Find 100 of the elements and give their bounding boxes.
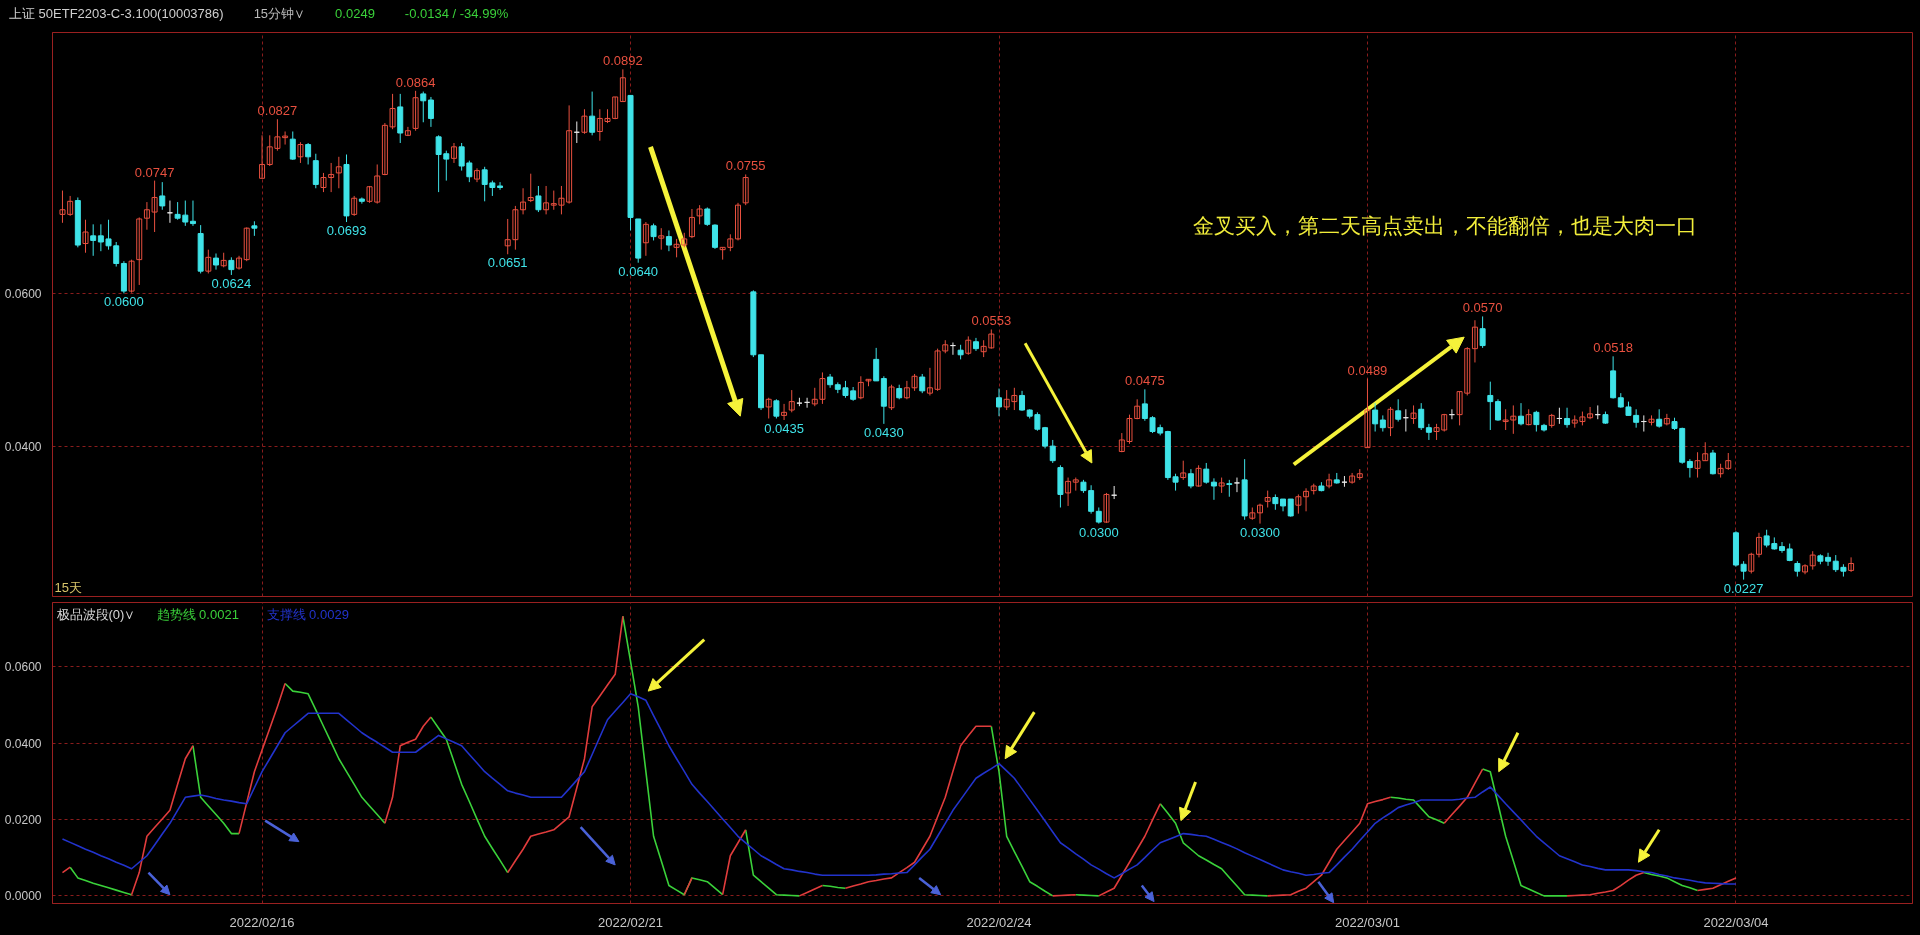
candlestick bbox=[1372, 402, 1379, 433]
candlestick bbox=[1510, 404, 1517, 435]
candlestick bbox=[965, 335, 972, 356]
candlestick bbox=[1180, 460, 1187, 481]
annotation: 0.0651 bbox=[487, 255, 528, 271]
x-tick-label: 2022/02/24 bbox=[966, 914, 1032, 930]
candlestick bbox=[773, 398, 780, 419]
annotation: 0.0435 bbox=[764, 421, 804, 437]
candlestick bbox=[159, 181, 166, 211]
x-tick-label: 2022/02/21 bbox=[598, 914, 664, 930]
candlestick bbox=[1471, 319, 1478, 363]
candlestick bbox=[1418, 402, 1425, 431]
candlestick bbox=[412, 90, 419, 132]
candlestick bbox=[811, 387, 818, 407]
annotation: 0.0827 bbox=[257, 103, 298, 119]
candlestick bbox=[1326, 473, 1333, 489]
candlestick bbox=[996, 388, 1002, 417]
candlestick bbox=[735, 202, 741, 241]
candlestick bbox=[658, 227, 665, 251]
candlestick bbox=[205, 249, 212, 274]
candlestick bbox=[259, 134, 266, 179]
annotation: 0.0747 bbox=[134, 164, 175, 180]
annotation: 0.0864 bbox=[395, 74, 436, 90]
candlestick bbox=[781, 403, 788, 421]
candlestick bbox=[535, 185, 542, 213]
candlestick bbox=[1303, 487, 1310, 512]
candlestick bbox=[619, 68, 626, 103]
annotation: 0.0755 bbox=[725, 158, 766, 174]
annotation: 0.0475 bbox=[1124, 373, 1165, 389]
candlestick bbox=[1709, 449, 1716, 475]
candlestick bbox=[1203, 462, 1210, 485]
chart-title: 极品波段(0)∨ bbox=[55, 606, 136, 622]
candlestick bbox=[711, 223, 718, 250]
candlestick bbox=[427, 96, 434, 128]
candlestick bbox=[1210, 477, 1217, 501]
chart-title: 上证 50ETF2203-C-3.100(10003786) bbox=[9, 6, 224, 21]
annotation: 0.0600 bbox=[104, 294, 144, 310]
candlestick bbox=[1019, 390, 1026, 412]
annotation: 0.0624 bbox=[211, 275, 252, 291]
candlestick bbox=[1195, 464, 1202, 488]
candlestick bbox=[919, 373, 926, 394]
candlestick bbox=[688, 208, 695, 239]
candlestick bbox=[1755, 532, 1762, 558]
candlestick bbox=[1049, 439, 1056, 464]
candlestick bbox=[742, 173, 749, 206]
candlestick bbox=[765, 397, 772, 419]
annotation: 0.0693 bbox=[326, 223, 367, 239]
candlestick bbox=[1410, 404, 1417, 425]
candlestick bbox=[189, 200, 196, 227]
candlestick bbox=[1564, 407, 1571, 429]
chart-subtitle: 15分钟∨ bbox=[253, 6, 306, 21]
candlestick bbox=[527, 173, 534, 203]
candlestick bbox=[358, 196, 365, 205]
y-tick-label: 0.0600 bbox=[4, 286, 42, 301]
candlestick bbox=[1349, 472, 1356, 485]
annotation: 0.0518 bbox=[1593, 340, 1633, 356]
annotation: 金叉买入，第二天高点卖出，不能翻倍，也是大肉一口 bbox=[1192, 213, 1697, 237]
candlestick bbox=[696, 204, 703, 225]
candlestick bbox=[1802, 563, 1809, 575]
candlestick bbox=[1487, 381, 1494, 431]
candlestick bbox=[90, 223, 97, 257]
candlestick bbox=[1233, 477, 1240, 493]
annotation: 0.0300 bbox=[1078, 524, 1119, 540]
y-tick-label: 0.0000 bbox=[4, 889, 42, 904]
candlestick bbox=[704, 206, 711, 227]
text: 0.0249 bbox=[335, 6, 375, 21]
text: -0.0134 / -34.99% bbox=[404, 6, 509, 21]
candlestick bbox=[1518, 402, 1524, 426]
candlestick bbox=[873, 347, 880, 382]
candlestick bbox=[474, 167, 480, 183]
candlestick bbox=[788, 389, 795, 413]
annotation: 0.0570 bbox=[1462, 300, 1503, 316]
candlestick bbox=[1502, 408, 1509, 431]
candlestick bbox=[450, 142, 457, 164]
candlestick bbox=[312, 153, 319, 189]
candlestick bbox=[1779, 541, 1785, 554]
candlestick bbox=[1848, 556, 1855, 573]
candlestick bbox=[1364, 378, 1371, 449]
candlestick bbox=[1686, 458, 1693, 479]
candlestick bbox=[589, 91, 596, 136]
candlestick bbox=[128, 259, 135, 294]
candlestick bbox=[1479, 315, 1486, 349]
text: 趋势线 0.0021 bbox=[156, 606, 239, 622]
candlestick bbox=[213, 253, 219, 271]
candlestick bbox=[1187, 468, 1194, 489]
annotation: 0.0430 bbox=[863, 424, 904, 440]
annotation: 0.0553 bbox=[971, 313, 1012, 329]
candlestick bbox=[1748, 552, 1755, 574]
y-tick-label: 0.0200 bbox=[4, 812, 42, 827]
candlestick bbox=[1425, 423, 1432, 441]
candlestick bbox=[335, 156, 342, 189]
x-tick-label: 2022/03/04 bbox=[1703, 914, 1769, 930]
candlestick bbox=[136, 216, 143, 286]
candlestick bbox=[1533, 410, 1540, 433]
candlestick bbox=[819, 371, 826, 405]
candlestick bbox=[289, 130, 296, 161]
x-tick-label: 2022/03/01 bbox=[1334, 914, 1401, 930]
candlestick bbox=[305, 142, 312, 165]
candlestick bbox=[243, 226, 250, 262]
annotation: 0.0892 bbox=[602, 53, 643, 69]
